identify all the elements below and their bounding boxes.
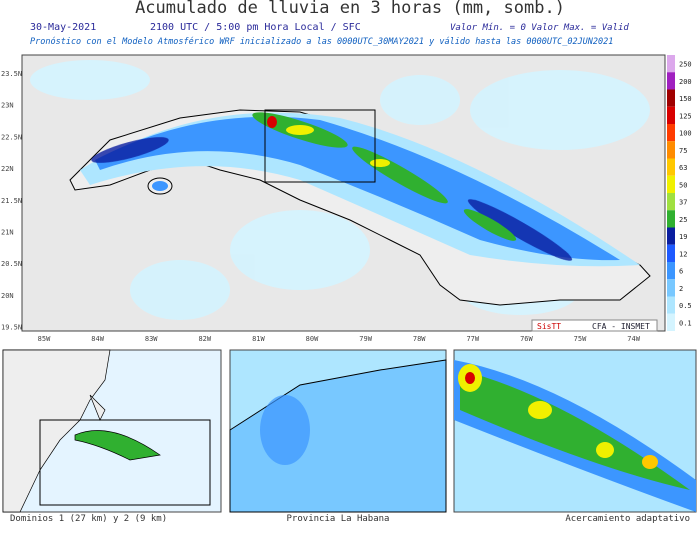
lat-label: 21N (1, 229, 14, 237)
logo-text: CFA - INSMET (592, 322, 650, 331)
legend-label: 2 (679, 285, 683, 293)
lon-label: 78W (413, 335, 426, 343)
lon-label: 80W (306, 335, 319, 343)
legend-swatch (667, 193, 675, 211)
legend-swatch (667, 279, 675, 297)
legend: 250 200 150 125 100 75 63 50 37 25 19 12 6 2 0.5 0.1 (667, 55, 692, 331)
legend-swatch (667, 55, 675, 73)
lon-label: 82W (198, 335, 211, 343)
legend-swatch (667, 262, 675, 280)
legend-label: 100 (679, 130, 692, 138)
legend-label: 125 (679, 112, 692, 120)
panel-domains (2, 349, 222, 513)
lon-label: 83W (145, 335, 158, 343)
legend-label: 0.1 (679, 319, 692, 327)
legend-label: 25 (679, 216, 687, 224)
lat-label: 20.5N (1, 260, 22, 268)
legend-swatch (667, 175, 675, 193)
legend-label: 37 (679, 199, 687, 207)
legend-label: 6 (679, 268, 683, 276)
lon-label: 81W (252, 335, 265, 343)
lat-label: 22.5N (1, 133, 22, 141)
time: 2100 UTC / 5:00 pm Hora Local / SFC (150, 22, 361, 33)
legend-label: 50 (679, 181, 687, 189)
legend-swatch (667, 89, 675, 107)
panel-zoom (453, 349, 697, 513)
range: Valor Mín. = 0 Valor Max. = Valid (450, 23, 629, 33)
lon-label: 74W (627, 335, 640, 343)
lon-label: 77W (466, 335, 479, 343)
legend-swatch (667, 244, 675, 262)
legend-swatch (667, 313, 675, 331)
panel-caption: Dominios 1 (27 km) y 2 (9 km) (10, 514, 167, 524)
panel-caption: Provincia La Habana (287, 514, 390, 524)
lon-label: 85W (38, 335, 51, 343)
legend-label: 75 (679, 147, 687, 155)
legend-label: 63 (679, 164, 687, 172)
legend-label: 200 (679, 78, 692, 86)
legend-swatch (667, 158, 675, 176)
panel-habana (229, 349, 447, 513)
lat-label: 23.5N (1, 70, 22, 78)
lon-label: 84W (91, 335, 104, 343)
panel-caption: Acercamiento adaptativo (565, 514, 690, 524)
lat-label: 23N (1, 102, 14, 110)
legend-label: 12 (679, 250, 687, 258)
lat-label: 19.5N (1, 324, 22, 332)
lon-label: 75W (574, 335, 587, 343)
legend-swatch (667, 227, 675, 245)
legend-label: 0.5 (679, 302, 692, 310)
lon-label: 79W (359, 335, 372, 343)
date: 30-May-2021 (30, 22, 96, 33)
legend-label: 19 (679, 233, 687, 241)
legend-swatch (667, 210, 675, 228)
legend-swatch (667, 124, 675, 142)
lat-label: 21.5N (1, 197, 22, 205)
main-map: SisTT CFA - INSMET (21, 54, 666, 332)
lon-label: 76W (520, 335, 533, 343)
lat-label: 22N (1, 165, 14, 173)
title: Acumulado de lluvia en 3 horas (mm, somb… (135, 0, 565, 18)
subtitle: Pronóstico con el Modelo Atmosférico WRF… (30, 36, 613, 47)
legend-swatch (667, 141, 675, 159)
lat-label: 20N (1, 292, 14, 300)
legend-label: 150 (679, 95, 692, 103)
legend-swatch (667, 106, 675, 124)
legend-swatch (667, 296, 675, 314)
legend-swatch (667, 72, 675, 90)
legend-label: 250 (679, 61, 692, 69)
logo-text: SisTT (537, 322, 561, 331)
